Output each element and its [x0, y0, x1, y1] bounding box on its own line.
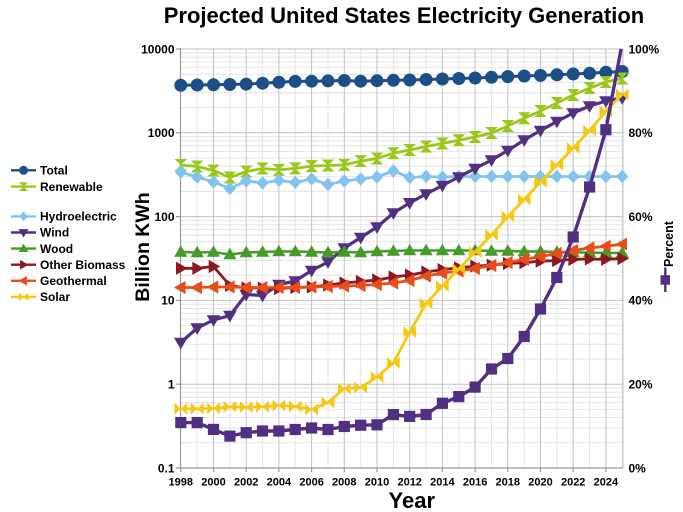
svg-text:2000: 2000 — [201, 477, 225, 489]
svg-text:Hydroelectric: Hydroelectric — [40, 210, 117, 224]
svg-text:Wind: Wind — [40, 226, 69, 240]
svg-text:Percent: Percent — [662, 220, 676, 267]
svg-text:Projected United States Electr: Projected United States Electricity Gene… — [164, 3, 644, 28]
svg-text:2004: 2004 — [267, 477, 292, 489]
svg-text:Year: Year — [389, 488, 436, 512]
svg-text:1: 1 — [168, 378, 175, 392]
svg-text:2008: 2008 — [332, 477, 356, 489]
svg-text:2006: 2006 — [299, 477, 323, 489]
svg-text:100: 100 — [154, 210, 174, 224]
svg-text:1998: 1998 — [169, 477, 193, 489]
svg-text:0%: 0% — [629, 461, 647, 475]
svg-text:Other Biomass: Other Biomass — [40, 258, 126, 272]
svg-text:40%: 40% — [629, 294, 653, 308]
svg-text:2010: 2010 — [365, 477, 389, 489]
svg-text:2022: 2022 — [561, 477, 585, 489]
svg-text:2016: 2016 — [463, 477, 487, 489]
svg-text:Total: Total — [40, 164, 68, 178]
svg-text:10000: 10000 — [141, 42, 175, 56]
svg-text:2020: 2020 — [528, 477, 552, 489]
svg-text:Solar: Solar — [40, 290, 70, 304]
svg-text:Billion KWh: Billion KWh — [132, 192, 154, 301]
svg-text:Geothermal: Geothermal — [40, 274, 107, 288]
svg-text:2014: 2014 — [430, 477, 455, 489]
svg-text:Wood: Wood — [40, 242, 73, 256]
svg-text:1000: 1000 — [148, 126, 175, 140]
svg-text:80%: 80% — [629, 126, 653, 140]
svg-text:2012: 2012 — [397, 477, 421, 489]
svg-text:100%: 100% — [629, 42, 660, 56]
svg-text:20%: 20% — [629, 378, 653, 392]
svg-text:60%: 60% — [629, 210, 653, 224]
svg-text:2024: 2024 — [594, 477, 619, 489]
svg-text:0.1: 0.1 — [158, 461, 175, 475]
svg-text:10: 10 — [161, 294, 175, 308]
svg-text:2002: 2002 — [234, 477, 258, 489]
svg-text:Renewable: Renewable — [40, 180, 103, 194]
svg-text:2018: 2018 — [496, 477, 520, 489]
